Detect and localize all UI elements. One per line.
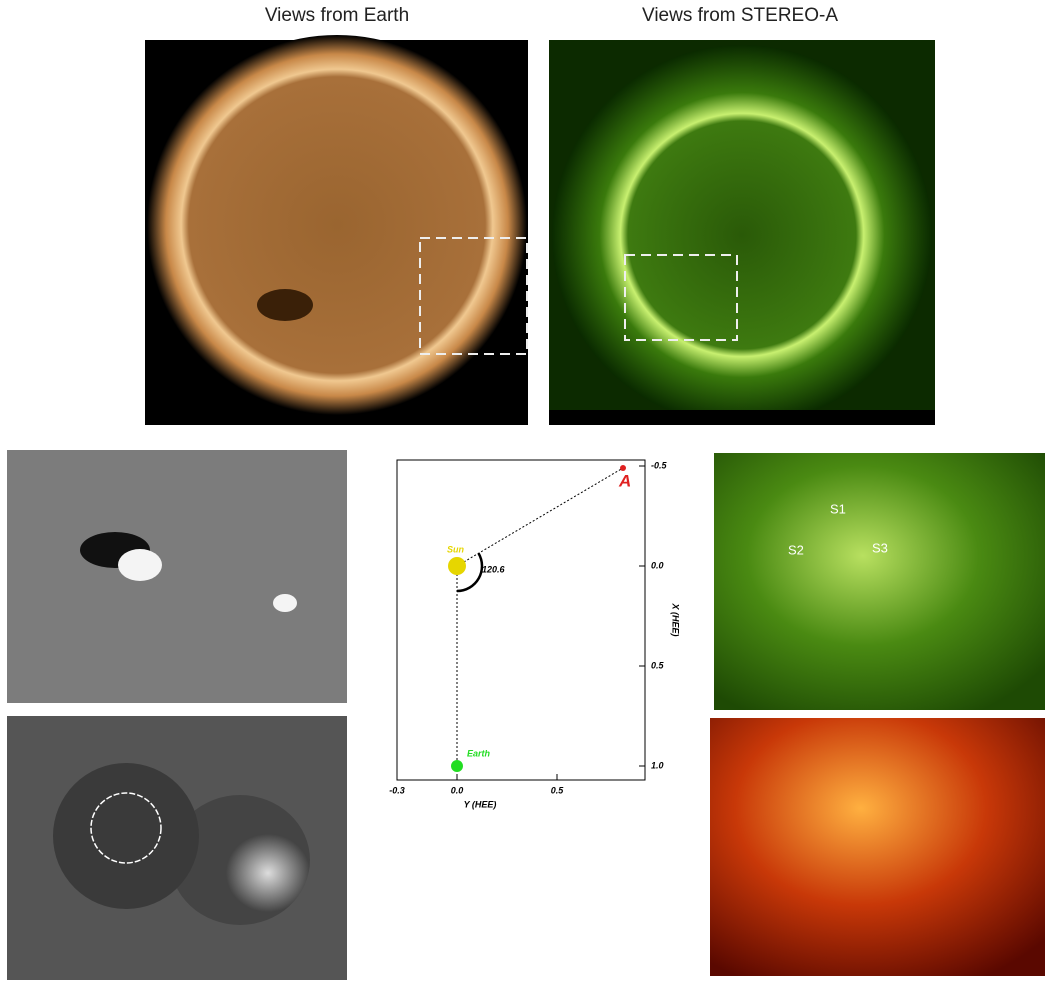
x-tick-label: 0.5	[551, 785, 565, 795]
panel-header: Views from Earth	[265, 5, 409, 26]
y-tick-label: 1.0	[651, 760, 664, 770]
body-marker	[451, 760, 463, 772]
sun-disk	[552, 45, 932, 425]
x-tick-label: 0.0	[451, 785, 464, 795]
body-marker	[620, 465, 626, 471]
coronal-hole	[257, 289, 313, 321]
magnetogram	[7, 450, 347, 703]
body-label: Sun	[447, 544, 465, 554]
euvi-zoom	[714, 453, 1045, 710]
y-tick-label: -0.5	[651, 460, 668, 470]
sun-disk	[147, 35, 527, 415]
y-tick-label: 0.0	[651, 560, 664, 570]
angle-label: 120.6	[482, 564, 506, 574]
aia-zoom	[710, 718, 1045, 976]
loop-label: S1	[830, 501, 846, 516]
x-axis-title: Y (HEE)	[464, 799, 497, 809]
positive-polarity	[273, 594, 297, 612]
occulter	[53, 763, 199, 909]
loop-label: S2	[788, 542, 804, 557]
y-axis-title: X (HEE)	[671, 602, 681, 636]
page: Views from Earth Views from STEREO-A S1 …	[0, 0, 1046, 986]
x-tick-label: -0.3	[389, 785, 405, 795]
loop-label: S3	[872, 540, 888, 555]
panel-header: Views from STEREO-A	[642, 5, 838, 26]
body-label: A	[618, 471, 631, 490]
positive-polarity	[118, 549, 162, 581]
body-marker	[448, 557, 466, 575]
image-edge	[549, 410, 935, 425]
body-label: Earth	[467, 748, 491, 758]
y-tick-label: 0.5	[651, 660, 665, 670]
plot-frame	[397, 460, 645, 780]
figure: Views from Earth Views from STEREO-A S1 …	[0, 0, 1046, 981]
